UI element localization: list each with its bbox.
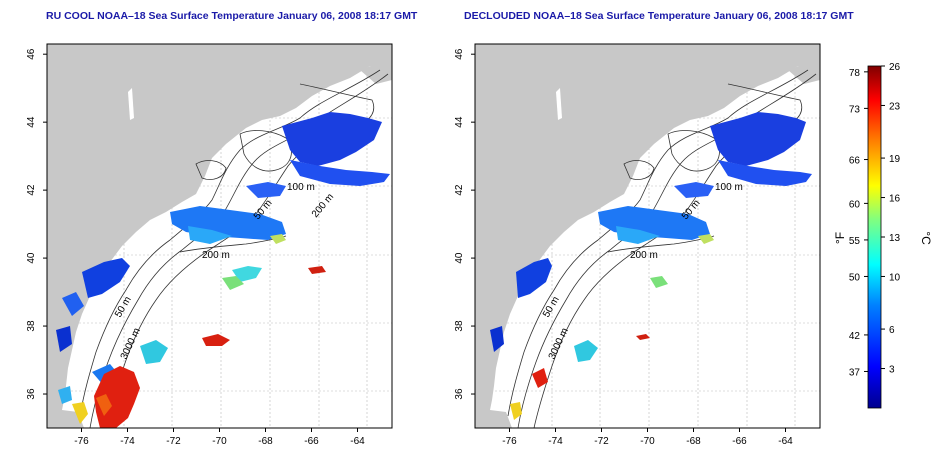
lat-tick-label: 38	[26, 320, 37, 332]
lon-tick-label: -76	[502, 436, 517, 447]
fahrenheit-tick-label: 60	[849, 199, 861, 210]
lat-tick-label: 42	[454, 184, 465, 196]
fahrenheit-tick-label: 55	[849, 236, 861, 247]
celsius-tick-label: 19	[889, 154, 901, 165]
lon-tick-label: -72	[166, 436, 181, 447]
celsius-tick-label: 3	[889, 365, 895, 376]
map-panel-left: 200 m 100 m 50 m 200 m 50 m 3000 m	[46, 43, 393, 429]
lon-tick-label: -70	[212, 436, 227, 447]
lat-tick-label: 36	[26, 388, 37, 400]
celsius-tick-label: 26	[889, 62, 901, 73]
contour-label-right-200: 200 m	[630, 250, 658, 261]
colorbar-ticks: 26 23 19 16 13 10 6 3 78 73 66 60 55 50 42 37	[849, 62, 901, 378]
lon-tick-label: -64	[350, 436, 365, 447]
celsius-tick-label: 13	[889, 233, 901, 244]
colorbar: 26 23 19 16 13 10 6 3 78 73 66 60 55 50 42 37 °F °C	[833, 62, 933, 409]
lat-tick-label: 46	[26, 48, 37, 60]
lat-tick-label: 46	[454, 48, 465, 60]
lon-tick-label: -64	[778, 436, 793, 447]
colorbar-fahrenheit-label: °F	[833, 232, 847, 244]
sst-patches-right	[490, 112, 812, 420]
land-mass-right	[475, 44, 820, 428]
colorbar-celsius-label: °C	[919, 231, 933, 245]
fahrenheit-tick-label: 37	[849, 367, 861, 378]
celsius-tick-label: 23	[889, 101, 901, 112]
lat-tick-label: 40	[26, 252, 37, 264]
contour-label-left-200a: 200 m	[202, 250, 230, 261]
lon-tick-label: -66	[304, 436, 319, 447]
fahrenheit-tick-label: 78	[849, 68, 861, 79]
lon-tick-label: -74	[120, 436, 135, 447]
axis-ticks-right: -76 -74 -72 -70 -68 -66 -64 36 38 40 42 44 46	[454, 48, 793, 447]
contour-label-right-100: 100 m	[715, 182, 743, 193]
celsius-tick-label: 6	[889, 325, 895, 336]
colorbar-gradient	[867, 65, 882, 409]
lon-tick-label: -68	[258, 436, 273, 447]
lat-tick-label: 36	[454, 388, 465, 400]
lat-tick-label: 42	[26, 184, 37, 196]
axis-ticks-left: -76 -74 -72 -70 -68 -66 -64 36 38 40 42 44 46	[26, 48, 365, 447]
lat-tick-label: 44	[454, 116, 465, 128]
lon-tick-label: -76	[74, 436, 89, 447]
celsius-tick-label: 16	[889, 194, 901, 205]
lon-tick-label: -66	[732, 436, 747, 447]
lat-tick-label: 38	[454, 320, 465, 332]
fahrenheit-tick-label: 42	[849, 331, 861, 342]
lon-tick-label: -68	[686, 436, 701, 447]
lat-tick-label: 40	[454, 252, 465, 264]
contour-label-left-100: 100 m	[287, 182, 315, 193]
fahrenheit-tick-label: 66	[849, 156, 861, 167]
lat-tick-label: 44	[26, 116, 37, 128]
lon-tick-label: -72	[594, 436, 609, 447]
map-panel-right: 100 m 50 m 200 m 50 m 3000 m	[474, 43, 821, 429]
map-title-left: RU COOL NOAA–18 Sea Surface Temperature …	[46, 10, 418, 22]
fahrenheit-tick-label: 73	[849, 104, 861, 115]
map-title-right: DECLOUDED NOAA–18 Sea Surface Temperatur…	[464, 10, 854, 22]
lon-tick-label: -70	[640, 436, 655, 447]
celsius-tick-label: 10	[889, 272, 901, 283]
sst-patches-left	[56, 112, 390, 428]
lon-tick-label: -74	[548, 436, 563, 447]
fahrenheit-tick-label: 50	[849, 272, 861, 283]
land-mass-left	[47, 44, 392, 428]
